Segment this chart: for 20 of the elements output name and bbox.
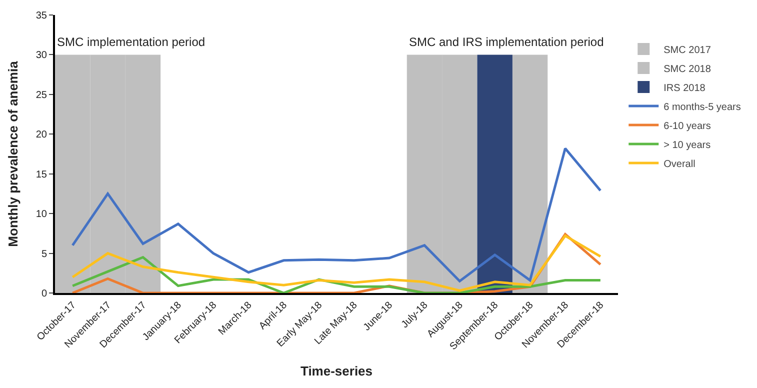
y-tick-label: 25 [36, 90, 48, 101]
annotation: SMC implementation period [57, 35, 206, 49]
legend-label: IRS 2018 [664, 82, 706, 94]
legend-label: SMC 2017 [664, 44, 712, 56]
y-axis-title: Monthly prevalence of anemia [5, 60, 20, 247]
legend-label: > 10 years [664, 140, 711, 151]
legend-label: 6 months-5 years [664, 102, 741, 113]
y-tick-label: 20 [36, 130, 48, 141]
x-axis-title: Time-series [300, 364, 373, 379]
annotation: SMC and IRS implementation period [409, 35, 604, 49]
y-tick-label: 30 [36, 50, 48, 62]
legend-label: SMC 2018 [664, 64, 712, 75]
y-tick-label: 15 [36, 169, 48, 180]
line-series [71, 147, 602, 282]
y-tick-label: 35 [36, 10, 48, 22]
legend-label: Overall [664, 158, 696, 170]
y-tick-label: 5 [41, 248, 48, 260]
y-tick-label: 0 [41, 288, 48, 300]
legend-label: 6-10 years [664, 120, 711, 132]
y-tick-label: 10 [36, 209, 48, 220]
